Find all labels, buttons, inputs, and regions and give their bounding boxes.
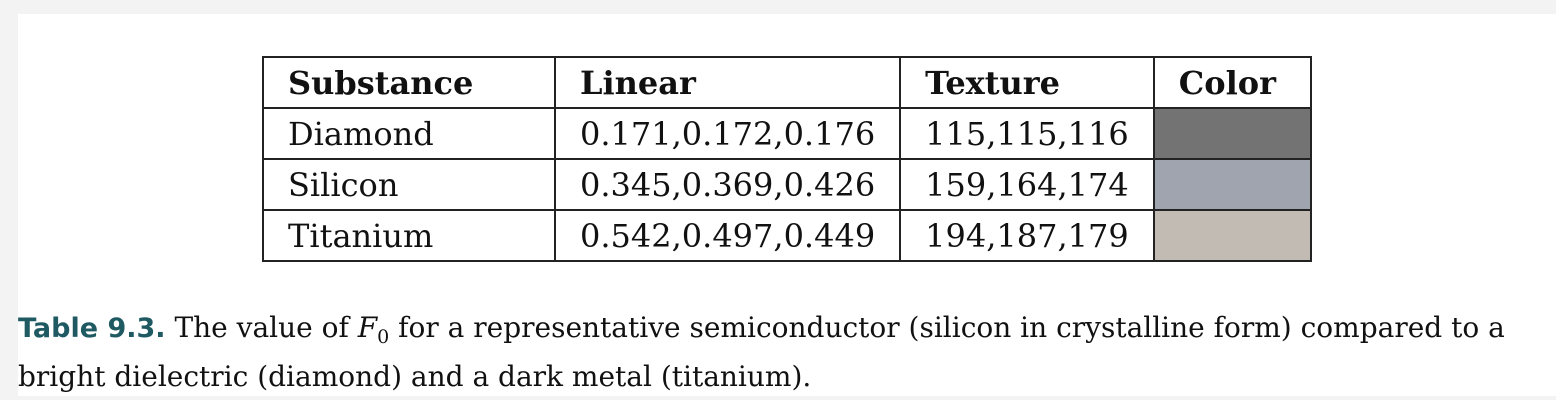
header-color: Color	[1152, 56, 1312, 109]
page: Substance Linear Texture Color Diamond 0…	[18, 14, 1556, 396]
header-linear: Linear	[553, 56, 902, 109]
color-swatch	[1152, 107, 1312, 160]
table-caption: Table 9.3. The value of F0 for a represe…	[18, 308, 1548, 397]
cell-substance: Diamond	[262, 107, 556, 160]
cell-texture: 159,164,174	[899, 158, 1155, 211]
color-swatch	[1152, 209, 1312, 262]
cell-substance: Titanium	[262, 209, 556, 262]
table-row: Diamond 0.171,0.172,0.176 115,115,116	[262, 107, 1312, 160]
table-header-row: Substance Linear Texture Color	[262, 56, 1312, 109]
f0-table: Substance Linear Texture Color Diamond 0…	[262, 56, 1312, 262]
cell-linear: 0.345,0.369,0.426	[553, 158, 902, 211]
table-row: Titanium 0.542,0.497,0.449 194,187,179	[262, 209, 1312, 262]
cell-substance: Silicon	[262, 158, 556, 211]
caption-text-before: The value of	[165, 311, 358, 344]
caption-text-after: for a representative semiconductor (sili…	[18, 311, 1505, 393]
cell-linear: 0.542,0.497,0.449	[553, 209, 902, 262]
caption-math-var: F	[357, 311, 378, 344]
cell-texture: 115,115,116	[899, 107, 1155, 160]
cell-linear: 0.171,0.172,0.176	[553, 107, 902, 160]
caption-math-sub: 0	[377, 326, 390, 348]
color-swatch	[1152, 158, 1312, 211]
header-substance: Substance	[262, 56, 556, 109]
header-texture: Texture	[899, 56, 1155, 109]
table-row: Silicon 0.345,0.369,0.426 159,164,174	[262, 158, 1312, 211]
caption-label: Table 9.3.	[18, 313, 166, 344]
cell-texture: 194,187,179	[899, 209, 1155, 262]
